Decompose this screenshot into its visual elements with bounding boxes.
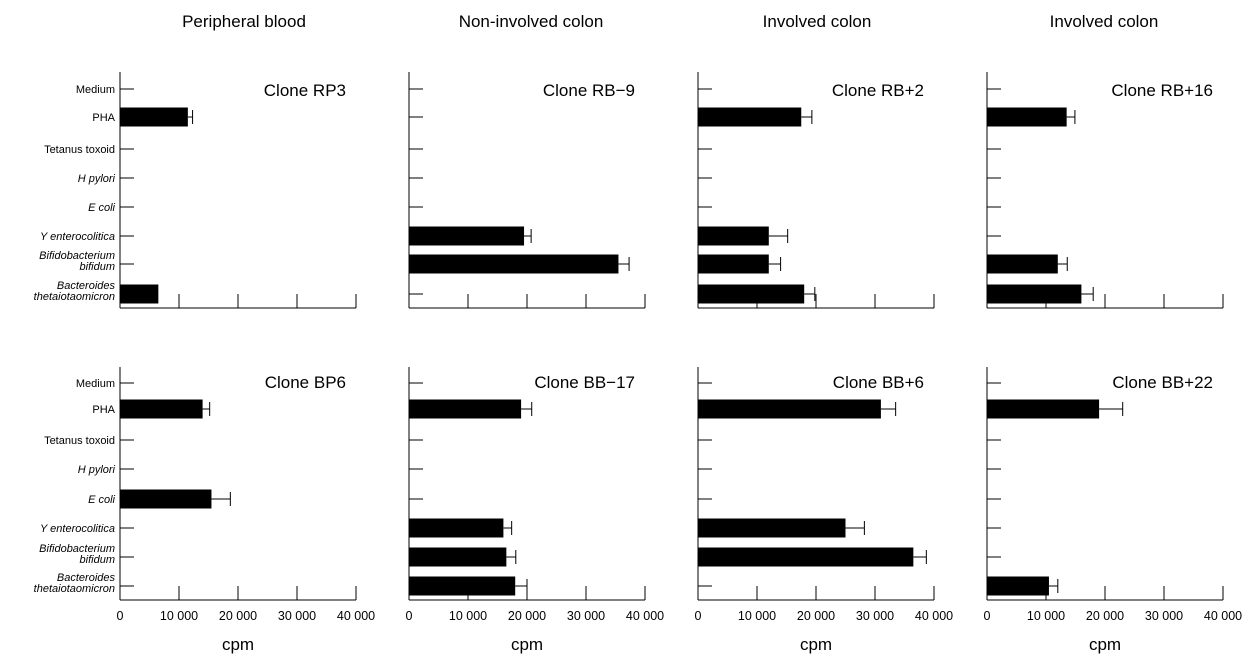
bar [409,518,504,538]
bar [120,284,159,304]
panel-2: Clone RB+2 [697,72,935,309]
category-label: PHA [92,112,115,124]
bar [409,254,619,274]
category-label: E coli [88,494,115,506]
category-label: H pylori [78,173,116,185]
x-tick-label: 30 000 [856,609,894,623]
column-title: Involved colon [1050,12,1159,31]
x-tick-label: 40 000 [337,609,375,623]
x-tick-label: 30 000 [278,609,316,623]
x-axis-title: cpm [800,635,832,654]
bar [409,226,525,246]
x-tick-label: 0 [695,609,702,623]
column-title: Peripheral blood [182,12,306,31]
x-tick-label: 20 000 [797,609,835,623]
x-tick-label: 20 000 [508,609,546,623]
category-label: thetaiotaomicron [34,291,115,303]
clone-label: Clone BB+6 [833,373,924,392]
bar [698,518,846,538]
bar [409,399,522,419]
clone-label: Clone RB+2 [832,81,924,100]
x-tick-label: 0 [406,609,413,623]
x-tick-label: 30 000 [567,609,605,623]
category-label: H pylori [78,464,116,476]
x-tick-label: 0 [984,609,991,623]
x-axis-labels: cpm cpm cpm cpm [222,635,1121,654]
clone-label: Clone RP3 [264,81,346,100]
bar [698,284,805,304]
clone-label: Clone BB−17 [534,373,635,392]
clone-label: Clone RB−9 [543,81,635,100]
category-label: Tetanus toxoid [44,144,115,156]
bar [987,576,1049,596]
category-label: bifidum [80,261,115,273]
category-label: Bacteroides [57,280,116,292]
bar [409,547,507,567]
bar [987,284,1082,304]
category-label: bifidum [80,554,115,566]
category-label: Tetanus toxoid [44,435,115,447]
bar [698,107,802,127]
bar [698,254,769,274]
x-axis-title: cpm [222,635,254,654]
panel-6: 0 10 000 20 000 30 000 40 000 Clone BB+6 [695,367,953,623]
x-tick-label: 40 000 [1204,609,1242,623]
x-tick-label: 0 [117,609,124,623]
category-label: Medium [76,378,115,390]
x-tick-label: 20 000 [219,609,257,623]
panel-7: 0 10 000 20 000 30 000 40 000 Clone BB+22 [984,367,1242,623]
panels: Clone RP3 Medium PHA Tetanus toxoid H pylori… [34,72,1242,623]
column-titles: Peripheral blood Non-involved colon Involv… [182,12,1158,31]
x-tick-label: 10 000 [160,609,198,623]
x-axis-title: cpm [1089,635,1121,654]
clone-label: Clone BB+22 [1112,373,1213,392]
bar [409,576,516,596]
clone-label: Clone RB+16 [1111,81,1213,100]
x-axis-title: cpm [511,635,543,654]
clone-label: Clone BP6 [265,373,346,392]
category-label: thetaiotaomicron [34,583,115,595]
x-tick-label: 40 000 [626,609,664,623]
x-tick-label: 10 000 [738,609,776,623]
category-label: Bifidobacterium [39,250,115,262]
bar [698,226,769,246]
category-label: Y enterocolitica [40,523,115,535]
category-label: Bacteroides [57,572,116,584]
bar [120,399,203,419]
bar [987,107,1067,127]
panel-1: Clone RB−9 [408,72,646,309]
panel-5: 0 10 000 20 000 30 000 40 000 Clone BB−17 [406,367,664,623]
x-tick-label: 40 000 [915,609,953,623]
column-title: Non-involved colon [459,12,604,31]
bar [987,399,1100,419]
panel-4: 0 10 000 20 000 30 000 40 000 Clone BP6 Medium… [34,367,375,623]
panel-0: Clone RP3 Medium PHA Tetanus toxoid H pylori… [34,72,357,309]
bar [987,254,1058,274]
panel-3: Clone RB+16 [986,72,1224,309]
x-tick-label: 10 000 [1027,609,1065,623]
x-tick-label: 20 000 [1086,609,1124,623]
bar [120,107,188,127]
category-label: PHA [92,404,115,416]
category-label: Y enterocolitica [40,231,115,243]
bar [698,399,881,419]
category-label: Bifidobacterium [39,543,115,555]
bar [120,489,212,509]
category-label: Medium [76,84,115,96]
x-tick-label: 10 000 [449,609,487,623]
column-title: Involved colon [763,12,872,31]
category-label: E coli [88,202,115,214]
x-tick-label: 30 000 [1145,609,1183,623]
bar [698,547,914,567]
